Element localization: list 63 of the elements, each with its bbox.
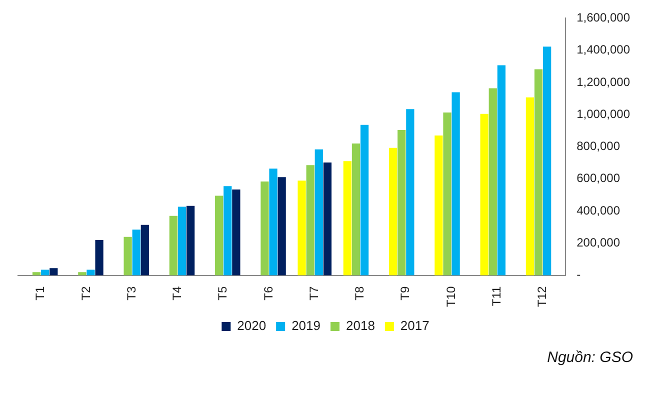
- y-tick-label: 1,600,000: [576, 10, 630, 25]
- x-tick-label: T7: [306, 286, 321, 300]
- bar: [543, 46, 552, 276]
- bar: [32, 272, 41, 276]
- legend-label: 2020: [237, 318, 266, 334]
- legend-label: 2019: [292, 318, 320, 334]
- x-tick-label: T5: [216, 286, 230, 300]
- bar: [50, 268, 58, 276]
- x-tick-label: T12: [535, 286, 550, 308]
- x-tick-label: T1: [33, 286, 48, 300]
- bar: [526, 97, 534, 276]
- bar: [298, 180, 306, 276]
- bar: [260, 181, 269, 276]
- x-tick-label: T3: [124, 286, 138, 300]
- bar: [95, 240, 104, 276]
- bar: [398, 130, 406, 276]
- bar: [78, 272, 86, 276]
- y-tick-label: 200,000: [576, 235, 620, 250]
- x-tick-label: T11: [489, 286, 504, 306]
- bar: [224, 186, 232, 276]
- text: Nguồn: GSO: [546, 349, 634, 366]
- y-tick-label: 600,000: [576, 171, 620, 186]
- bar: [132, 230, 140, 276]
- bar: [534, 69, 543, 276]
- bar: [434, 136, 443, 276]
- x-tick-label: T6: [261, 286, 276, 300]
- legend-label: 2018: [346, 318, 375, 334]
- x-tick-label: T9: [398, 286, 412, 300]
- bar: [360, 124, 369, 276]
- bar: [124, 236, 132, 276]
- bar: [86, 270, 95, 276]
- x-tick-label: T8: [352, 286, 367, 300]
- bar: [497, 65, 506, 276]
- legend-label: 2017: [400, 318, 430, 334]
- bar: [323, 162, 332, 276]
- bar: [186, 206, 195, 276]
- bar: [343, 161, 352, 276]
- bar: [314, 149, 323, 276]
- bar: [278, 177, 286, 276]
- bar: [443, 112, 452, 276]
- bar: [406, 109, 414, 276]
- bar: [169, 216, 178, 276]
- bar: [488, 88, 497, 276]
- bar: [352, 144, 360, 276]
- x-tick-label: T2: [78, 286, 93, 300]
- y-tick-label: 1,400,000: [576, 42, 630, 57]
- y-tick-label: -: [576, 268, 581, 282]
- bar: [480, 114, 488, 276]
- bar: [41, 270, 50, 276]
- x-tick-label: T4: [170, 286, 184, 300]
- bar: [215, 196, 224, 276]
- y-tick-label: 400,000: [576, 203, 620, 218]
- bar: [140, 224, 149, 276]
- bar: [269, 168, 278, 276]
- bar: [178, 206, 186, 276]
- y-tick-label: 800,000: [576, 139, 620, 154]
- y-tick-label: 1,000,000: [576, 106, 630, 121]
- bar: [232, 190, 240, 276]
- bar: [306, 165, 314, 276]
- y-tick-label: 1,200,000: [576, 74, 630, 89]
- bar: [388, 148, 398, 276]
- x-tick-label: T10: [444, 286, 458, 308]
- bar: [452, 92, 460, 276]
